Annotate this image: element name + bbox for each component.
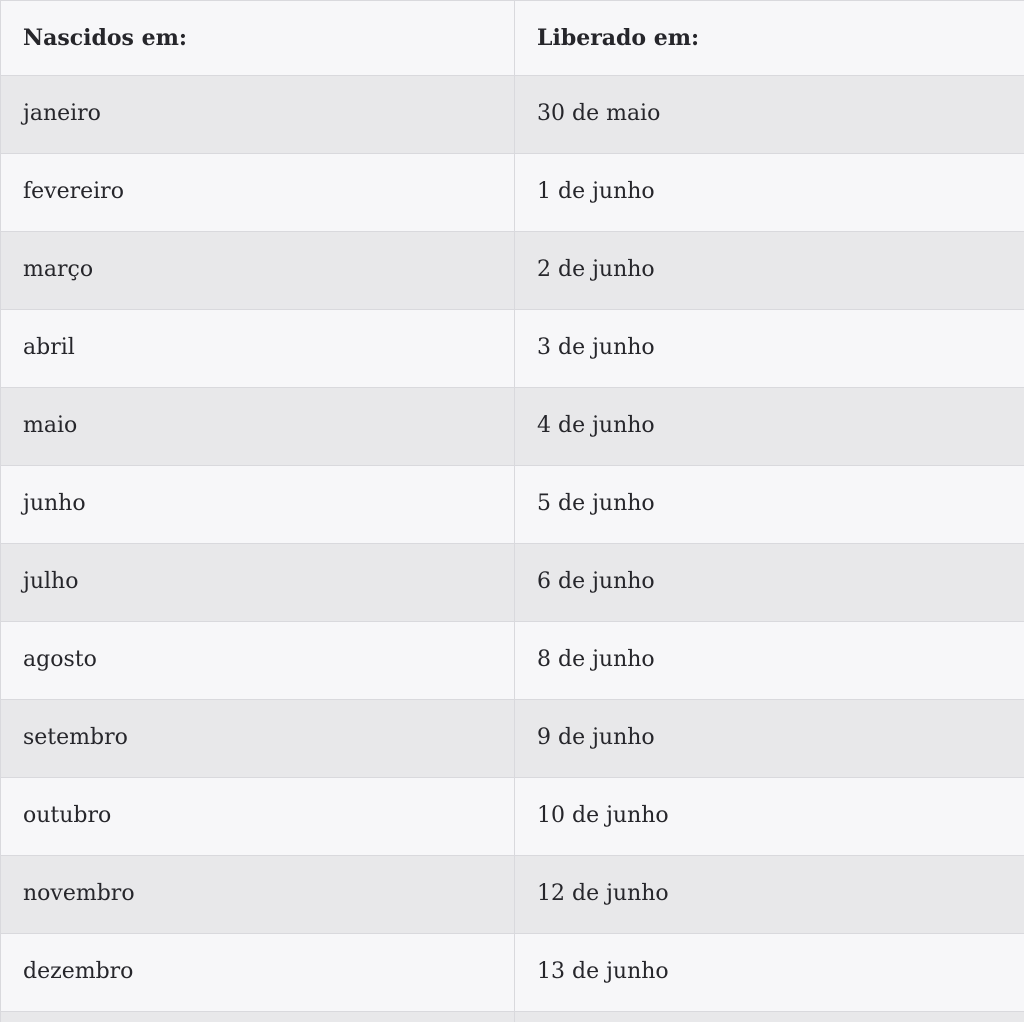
- table-row: julho 6 de junho: [0, 543, 1024, 622]
- cell-release-date: 3 de junho: [514, 309, 1024, 388]
- cell-born-month: junho: [0, 465, 515, 544]
- cell-born-month: novembro: [0, 855, 515, 934]
- cell-born-month: março: [0, 231, 515, 310]
- table-row: abril 3 de junho: [0, 309, 1024, 388]
- cell-release-date: 1 de junho: [514, 153, 1024, 232]
- cell-release-date: 12 de junho: [514, 855, 1024, 934]
- cell-born-month: abril: [0, 309, 515, 388]
- cell-release-date: 6 de junho: [514, 543, 1024, 622]
- cell-born-month: agosto: [0, 621, 515, 700]
- cell-born-month: setembro: [0, 699, 515, 778]
- table-row: [0, 1011, 1024, 1022]
- table-row: dezembro 13 de junho: [0, 933, 1024, 1012]
- table-row: outubro 10 de junho: [0, 777, 1024, 856]
- table-row: janeiro 30 de maio: [0, 75, 1024, 154]
- table-row: fevereiro 1 de junho: [0, 153, 1024, 232]
- table-row: setembro 9 de junho: [0, 699, 1024, 778]
- cell-release-date: 30 de maio: [514, 75, 1024, 154]
- cell-born-month: julho: [0, 543, 515, 622]
- cell-release-date: 9 de junho: [514, 699, 1024, 778]
- cell-born-month: [0, 1011, 515, 1022]
- cell-release-date: 8 de junho: [514, 621, 1024, 700]
- table-row: agosto 8 de junho: [0, 621, 1024, 700]
- table-row: junho 5 de junho: [0, 465, 1024, 544]
- cell-born-month: maio: [0, 387, 515, 466]
- cell-born-month: outubro: [0, 777, 515, 856]
- cell-born-month: dezembro: [0, 933, 515, 1012]
- cell-born-month: fevereiro: [0, 153, 515, 232]
- cell-release-date: [514, 1011, 1024, 1022]
- cell-release-date: 4 de junho: [514, 387, 1024, 466]
- table-row: maio 4 de junho: [0, 387, 1024, 466]
- header-row: Nascidos em: Liberado em:: [0, 0, 1024, 76]
- cell-born-month: janeiro: [0, 75, 515, 154]
- cell-release-date: 13 de junho: [514, 933, 1024, 1012]
- table-row: novembro 12 de junho: [0, 855, 1024, 934]
- table-body: janeiro 30 de maio fevereiro 1 de junho març…: [0, 75, 1024, 1022]
- table-header: Nascidos em: Liberado em:: [0, 0, 1024, 76]
- cell-release-date: 10 de junho: [514, 777, 1024, 856]
- column-header-born: Nascidos em:: [0, 0, 515, 76]
- cell-release-date: 5 de junho: [514, 465, 1024, 544]
- table-row: março 2 de junho: [0, 231, 1024, 310]
- column-header-released: Liberado em:: [514, 0, 1024, 76]
- cell-release-date: 2 de junho: [514, 231, 1024, 310]
